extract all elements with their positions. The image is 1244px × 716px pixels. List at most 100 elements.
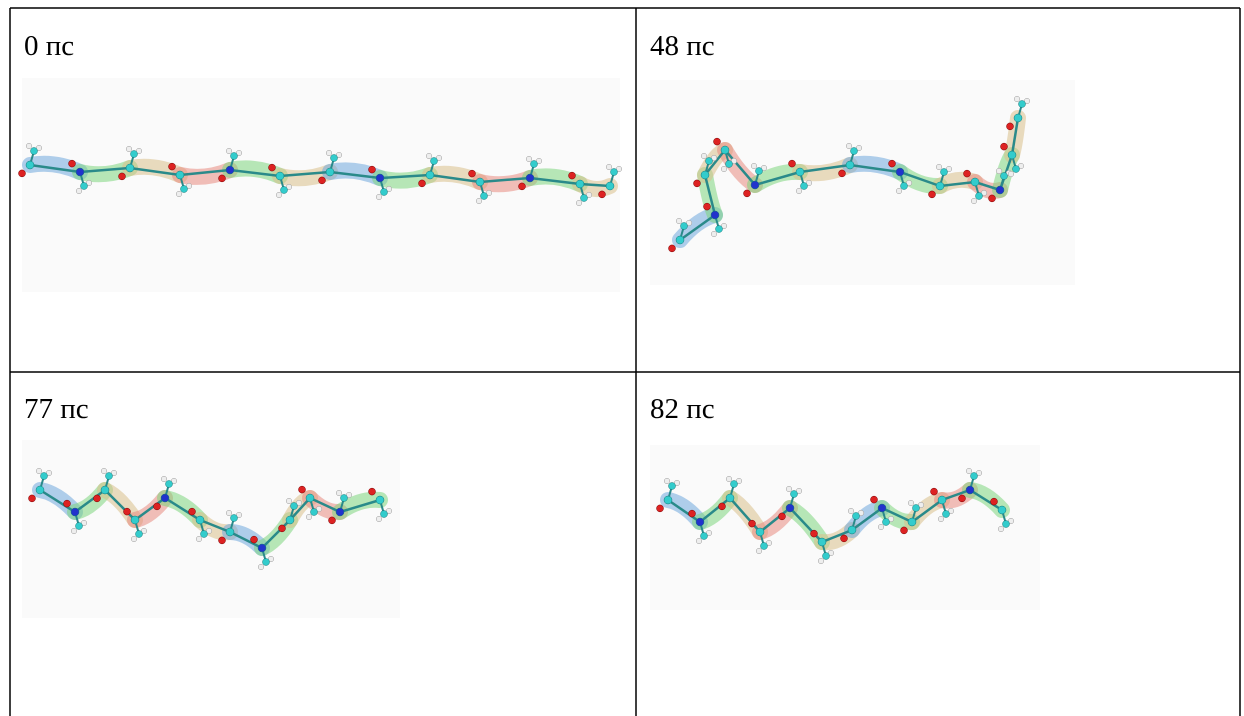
- oxygen-atom: [63, 499, 71, 508]
- carbon-atom: [80, 182, 88, 190]
- carbon-atom: [262, 558, 270, 566]
- cell-label: 77 пс: [24, 393, 89, 425]
- carbon-atom: [380, 510, 388, 518]
- carbon-atom: [195, 515, 205, 525]
- carbon-atom: [310, 508, 318, 516]
- oxygen-atom: [418, 179, 426, 188]
- carbon-atom: [705, 157, 713, 165]
- hydrogen-atom: [305, 513, 313, 521]
- carbon-atom: [795, 167, 805, 177]
- hydrogen-atom: [695, 537, 703, 545]
- hydrogen-atom: [817, 557, 825, 565]
- carbon-atom: [900, 182, 908, 190]
- carbon-atom: [668, 482, 676, 490]
- nitrogen-atom: [750, 180, 760, 190]
- hydrogen-atom: [1013, 95, 1021, 103]
- oxygen-atom: [123, 507, 131, 516]
- carbon-atom: [850, 147, 858, 155]
- carbon-atom: [970, 472, 978, 480]
- oxygen-atom: [668, 244, 676, 253]
- nitrogen-atom: [160, 493, 170, 503]
- hydrogen-atom: [525, 155, 533, 163]
- oxygen-atom: [278, 524, 286, 533]
- carbon-atom: [822, 552, 830, 560]
- carbon-atom: [105, 472, 113, 480]
- hydrogen-atom: [257, 563, 265, 571]
- oxygen-atom: [963, 169, 971, 178]
- oxygen-atom: [368, 165, 376, 174]
- oxygen-atom: [518, 182, 526, 191]
- oxygen-atom: [268, 163, 276, 172]
- hydrogen-atom: [375, 193, 383, 201]
- oxygen-atom: [568, 171, 576, 180]
- carbon-atom: [700, 170, 710, 180]
- oxygen-atom: [990, 497, 998, 506]
- carbon-atom: [700, 532, 708, 540]
- carbon-atom: [730, 480, 738, 488]
- hydrogen-atom: [663, 477, 671, 485]
- carbon-atom: [580, 194, 588, 202]
- oxygen-atom: [598, 190, 606, 199]
- hydrogen-atom: [225, 147, 233, 155]
- hydrogen-atom: [907, 499, 915, 507]
- hydrogen-atom: [785, 485, 793, 493]
- oxygen-atom: [840, 534, 848, 543]
- carbon-atom: [230, 152, 238, 160]
- carbon-atom: [715, 225, 723, 233]
- hydrogen-atom: [675, 217, 683, 225]
- carbon-atom: [845, 160, 855, 170]
- hydrogen-atom: [997, 525, 1005, 533]
- carbon-atom: [575, 179, 585, 189]
- carbon-atom: [280, 186, 288, 194]
- nitrogen-atom: [785, 503, 795, 513]
- oxygen-atom: [870, 495, 878, 504]
- cell-label: 48 пс: [650, 30, 715, 62]
- oxygen-atom: [810, 529, 818, 538]
- carbon-atom: [882, 518, 890, 526]
- carbon-atom: [375, 495, 385, 505]
- carbon-atom: [1018, 100, 1026, 108]
- carbon-atom: [275, 171, 285, 181]
- carbon-atom: [755, 527, 765, 537]
- hydrogen-atom: [160, 475, 168, 483]
- hydrogen-atom: [895, 187, 903, 195]
- carbon-atom: [937, 495, 947, 505]
- hydrogen-atom: [995, 167, 1003, 175]
- carbon-atom: [907, 517, 917, 527]
- oxygen-atom: [930, 487, 938, 496]
- oxygen-atom: [368, 487, 376, 496]
- hydrogen-atom: [195, 535, 203, 543]
- oxygen-atom: [718, 502, 726, 511]
- hydrogen-atom: [285, 497, 293, 505]
- oxygen-atom: [153, 502, 161, 511]
- carbon-atom: [180, 185, 188, 193]
- carbon-atom: [817, 537, 827, 547]
- nitrogen-atom: [877, 503, 887, 513]
- hydrogen-atom: [1007, 170, 1015, 178]
- hydrogen-atom: [935, 163, 943, 171]
- hydrogen-atom: [847, 507, 855, 515]
- hydrogen-atom: [877, 523, 885, 531]
- hydrogen-atom: [700, 152, 708, 160]
- oxygen-atom: [778, 512, 786, 521]
- nitrogen-atom: [525, 173, 535, 183]
- hydrogen-atom: [720, 165, 728, 173]
- oxygen-atom: [188, 507, 196, 516]
- carbon-atom: [663, 495, 673, 505]
- carbon-atom: [430, 157, 438, 165]
- oxygen-atom: [328, 516, 336, 525]
- nitrogen-atom: [695, 517, 705, 527]
- nitrogen-atom: [335, 507, 345, 517]
- carbon-atom: [1013, 113, 1023, 123]
- oxygen-atom: [693, 179, 701, 188]
- carbon-atom: [225, 527, 235, 537]
- carbon-atom: [755, 167, 763, 175]
- carbon-atom: [847, 525, 857, 535]
- backbone: [39, 488, 381, 550]
- oxygen-atom: [928, 190, 936, 199]
- oxygen-atom: [743, 189, 751, 198]
- hydrogen-atom: [845, 142, 853, 150]
- carbon-atom: [800, 182, 808, 190]
- oxygen-atom: [958, 494, 966, 503]
- carbon-atom: [305, 493, 315, 503]
